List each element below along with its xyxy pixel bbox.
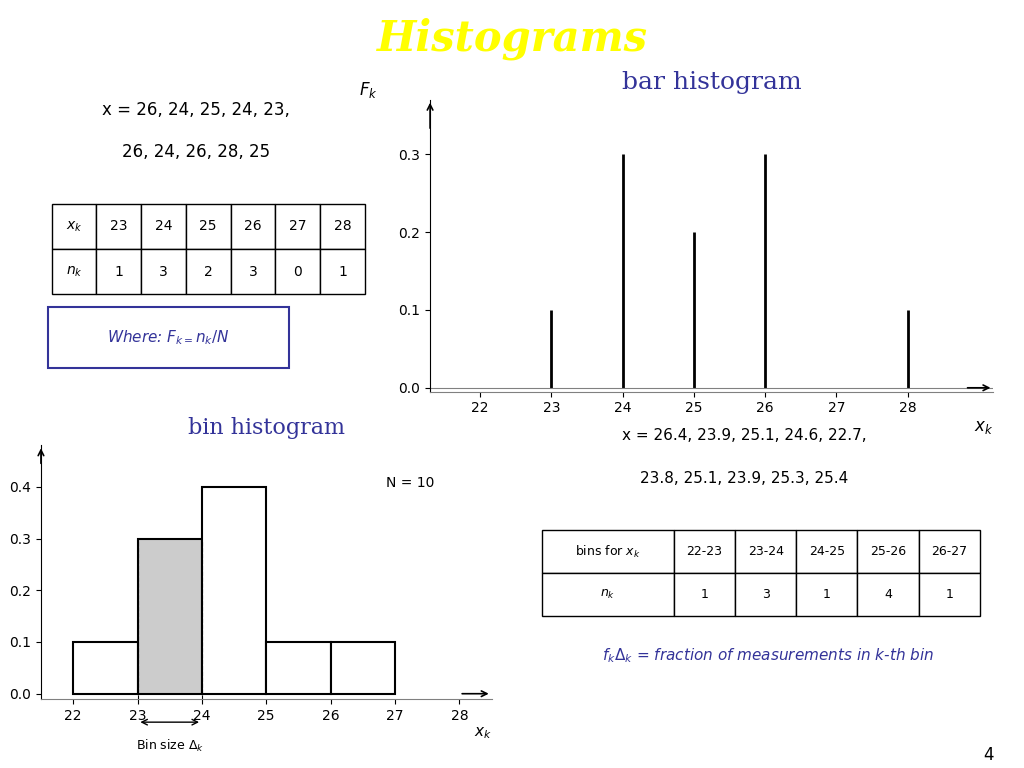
- Text: $f_k\Delta_k$ = fraction of measurements in $k$-th bin: $f_k\Delta_k$ = fraction of measurements…: [602, 646, 934, 665]
- Text: 24: 24: [155, 220, 172, 233]
- Text: Where: $F_{k=}n_k/N$: Where: $F_{k=}n_k/N$: [106, 329, 229, 347]
- X-axis label: $x_k$: $x_k$: [474, 726, 492, 741]
- Text: N = 10: N = 10: [386, 476, 434, 490]
- FancyBboxPatch shape: [857, 573, 919, 616]
- FancyBboxPatch shape: [735, 531, 797, 573]
- Text: $n_k$: $n_k$: [600, 588, 615, 601]
- FancyBboxPatch shape: [797, 531, 857, 573]
- Bar: [73, 642, 137, 694]
- FancyBboxPatch shape: [919, 531, 980, 573]
- Text: 4: 4: [983, 746, 993, 764]
- Text: $x_k$: $x_k$: [66, 219, 82, 233]
- FancyBboxPatch shape: [48, 307, 289, 369]
- Text: 25-26: 25-26: [870, 545, 906, 558]
- Text: 2: 2: [204, 264, 213, 279]
- Text: $n_k$: $n_k$: [66, 264, 82, 279]
- X-axis label: $x_k$: $x_k$: [974, 419, 993, 436]
- Bar: [137, 538, 202, 694]
- Text: 28: 28: [334, 220, 351, 233]
- Text: 23.8, 25.1, 23.9, 25.3, 25.4: 23.8, 25.1, 23.9, 25.3, 25.4: [640, 471, 849, 485]
- FancyBboxPatch shape: [797, 573, 857, 616]
- FancyBboxPatch shape: [275, 249, 321, 294]
- Text: 1: 1: [700, 588, 709, 601]
- FancyBboxPatch shape: [230, 204, 275, 249]
- Text: 4: 4: [884, 588, 892, 601]
- Text: Bin size $\Delta_k$: Bin size $\Delta_k$: [135, 738, 204, 753]
- Y-axis label: $F_k$: $F_k$: [358, 80, 378, 100]
- Text: 25: 25: [200, 220, 217, 233]
- Text: 3: 3: [159, 264, 168, 279]
- FancyBboxPatch shape: [230, 249, 275, 294]
- Text: 1: 1: [823, 588, 830, 601]
- FancyBboxPatch shape: [321, 249, 365, 294]
- FancyBboxPatch shape: [321, 204, 365, 249]
- FancyBboxPatch shape: [674, 573, 735, 616]
- Text: 26-27: 26-27: [931, 545, 968, 558]
- Title: bar histogram: bar histogram: [622, 71, 802, 94]
- Text: 3: 3: [249, 264, 257, 279]
- Bar: [331, 642, 395, 694]
- Text: 23-24: 23-24: [748, 545, 783, 558]
- Bar: [266, 642, 331, 694]
- Text: 1: 1: [338, 264, 347, 279]
- FancyBboxPatch shape: [51, 204, 96, 249]
- Text: 23: 23: [110, 220, 127, 233]
- Title: bin histogram: bin histogram: [187, 417, 345, 439]
- Text: 0: 0: [293, 264, 302, 279]
- FancyBboxPatch shape: [275, 204, 321, 249]
- FancyBboxPatch shape: [542, 573, 674, 616]
- FancyBboxPatch shape: [141, 249, 186, 294]
- FancyBboxPatch shape: [919, 573, 980, 616]
- FancyBboxPatch shape: [674, 531, 735, 573]
- FancyBboxPatch shape: [96, 204, 141, 249]
- Text: Histograms: Histograms: [377, 17, 647, 60]
- FancyBboxPatch shape: [186, 204, 230, 249]
- Text: 24-25: 24-25: [809, 545, 845, 558]
- Text: 26, 24, 26, 28, 25: 26, 24, 26, 28, 25: [122, 143, 269, 161]
- Text: 3: 3: [762, 588, 770, 601]
- FancyBboxPatch shape: [186, 249, 230, 294]
- FancyBboxPatch shape: [735, 573, 797, 616]
- FancyBboxPatch shape: [141, 204, 186, 249]
- Text: 1: 1: [945, 588, 953, 601]
- Text: 1: 1: [115, 264, 123, 279]
- Text: 22-23: 22-23: [686, 545, 722, 558]
- Bar: [202, 487, 266, 694]
- Text: x = 26.4, 23.9, 25.1, 24.6, 22.7,: x = 26.4, 23.9, 25.1, 24.6, 22.7,: [623, 428, 866, 443]
- Text: bins for $x_k$: bins for $x_k$: [575, 544, 641, 560]
- FancyBboxPatch shape: [51, 249, 96, 294]
- Text: x = 26, 24, 25, 24, 23,: x = 26, 24, 25, 24, 23,: [101, 101, 290, 118]
- FancyBboxPatch shape: [542, 531, 674, 573]
- Text: 27: 27: [289, 220, 306, 233]
- FancyBboxPatch shape: [96, 249, 141, 294]
- Text: 26: 26: [244, 220, 262, 233]
- FancyBboxPatch shape: [857, 531, 919, 573]
